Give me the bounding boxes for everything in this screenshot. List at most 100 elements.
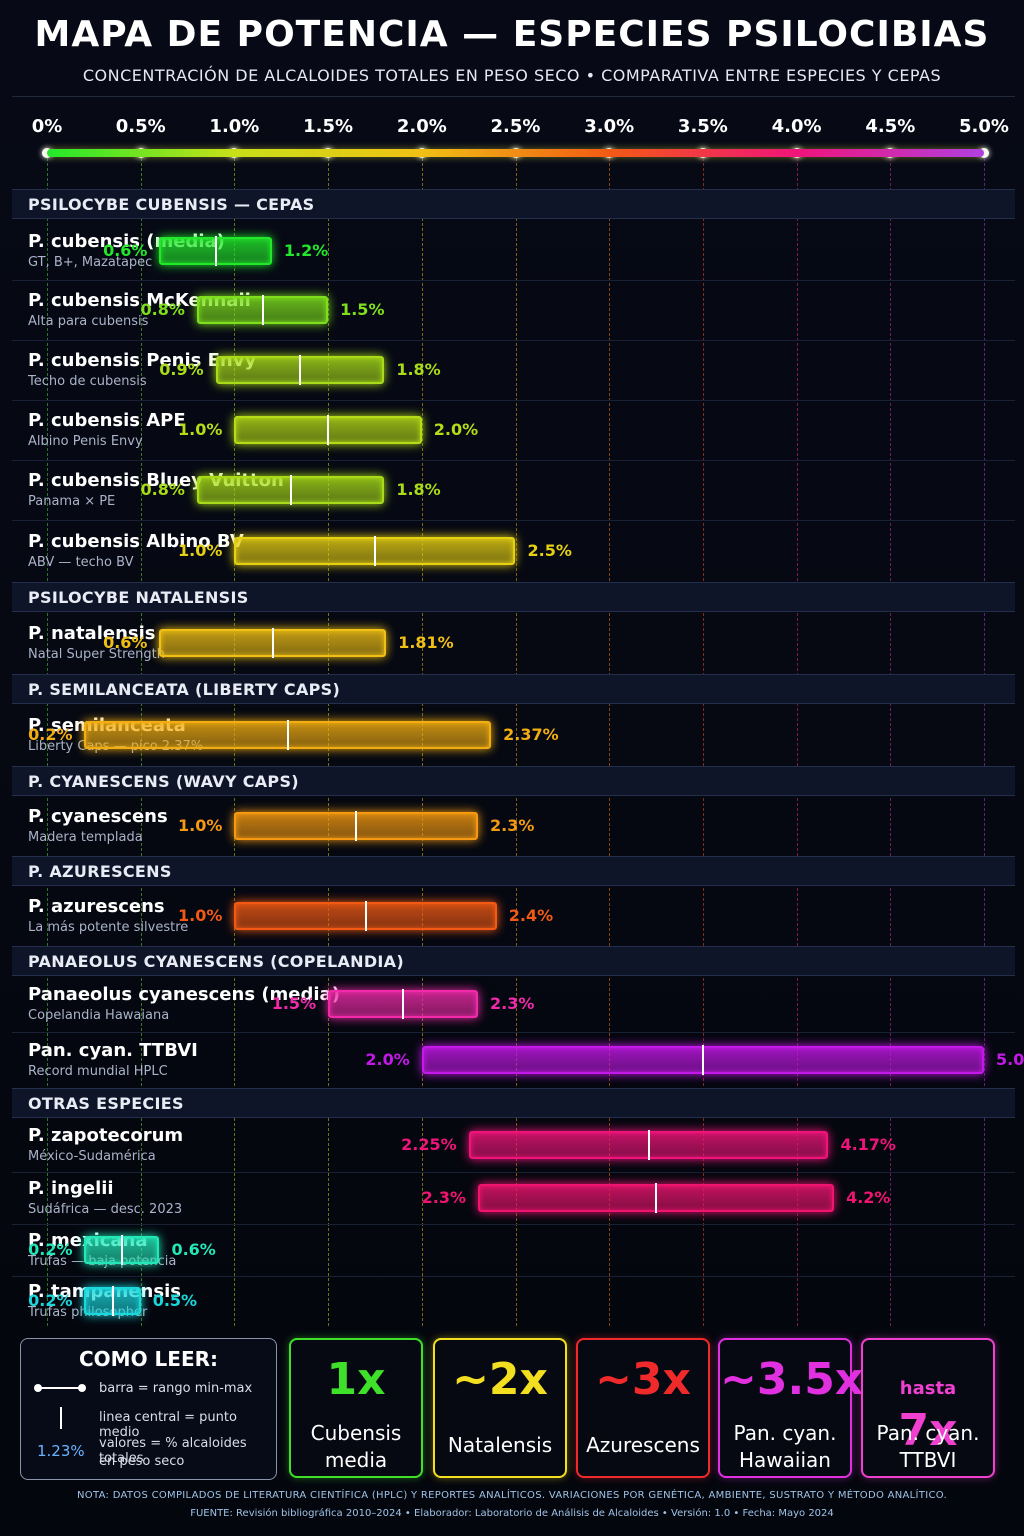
species-name: P. natalensis <box>28 623 156 644</box>
legend-values-text: valores = % alcaloides totales <box>99 1436 247 1466</box>
multiplier-label-line: Pan. cyan. <box>733 1421 837 1445</box>
section-header: PSILOCYBE NATALENSIS <box>12 582 1015 612</box>
section-header: PANAEOLUS CYANESCENS (COPELANDIA) <box>12 946 1015 976</box>
axis-gridline <box>984 158 985 1326</box>
species-subtitle: Albino Penis Envy <box>28 434 143 449</box>
species-subtitle: ABV — techo BV <box>28 555 134 570</box>
header-divider <box>12 96 1015 97</box>
species-name: P. cubensis Penis Envy <box>28 350 257 371</box>
species-subtitle: GT, B+, Mazatapec <box>28 255 153 270</box>
axis-tick-label: 5.0% <box>959 116 1009 137</box>
axis-tick-label: 4.5% <box>865 116 916 137</box>
max-value-label: 1.5% <box>340 300 385 319</box>
species-subtitle: Techo de cubensis <box>28 374 147 389</box>
midpoint-line <box>364 901 367 931</box>
multiplier-value: ~3x <box>595 1354 691 1405</box>
axis-tick-label: 3.5% <box>677 116 728 137</box>
species-name: Panaeolus cyanescens (media) <box>28 984 340 1005</box>
max-value-label: 2.3% <box>490 994 535 1013</box>
midpoint-line <box>701 1045 704 1075</box>
axis-tick-label: 1.0% <box>209 116 260 137</box>
min-value-label: 0.8% <box>140 480 185 499</box>
multiplier-card: ~3.5x Pan. cyan. Hawaiian <box>718 1338 864 1478</box>
legend-bar-text: barra = rango min-max <box>99 1381 253 1396</box>
axis-tick-label: 2.0% <box>396 116 447 137</box>
footer-note: NOTA: DATOS COMPILADOS DE LITERATURA CIE… <box>77 1490 947 1501</box>
min-value-label: 0.9% <box>159 360 204 379</box>
multiplier-value: ~3.5x <box>720 1354 864 1405</box>
min-value-label: 1.0% <box>178 906 223 925</box>
midpoint-line <box>120 1235 123 1265</box>
potency-scale-bar <box>47 149 984 157</box>
species-subtitle: Natal Super Strength <box>28 647 165 662</box>
multiplier-card: ~3x Azurescens <box>576 1338 710 1478</box>
section-header: P. SEMILANCEATA (LIBERTY CAPS) <box>12 674 1015 704</box>
multiplier-label: Pan. cyan. TTBVI <box>863 1420 993 1474</box>
multiplier-label: Cubensis media <box>291 1420 421 1474</box>
min-value-label: 1.0% <box>178 541 223 560</box>
row-divider <box>12 460 1015 461</box>
midpoint-line <box>214 236 217 266</box>
axis-tick-label: 2.5% <box>490 116 541 137</box>
species-name: P. cubensis Albino BV <box>28 531 244 552</box>
min-value-label: 0.2% <box>28 1291 73 1310</box>
multiplier-card: 1x Cubensis media <box>289 1338 423 1478</box>
max-value-label: 1.8% <box>396 480 441 499</box>
species-subtitle: La más potente silvestre <box>28 920 189 935</box>
multiplier-card: hasta 7x Pan. cyan. TTBVI <box>861 1338 995 1478</box>
min-value-label: 1.5% <box>271 994 317 1013</box>
legend-title: COMO LEER: <box>78 1347 218 1371</box>
section-title: P. CYANESCENS (WAVY CAPS) <box>28 772 299 791</box>
min-value-label: 2.0% <box>365 1050 410 1069</box>
row-divider <box>12 340 1015 341</box>
midpoint-line <box>271 628 274 658</box>
max-value-label: 0.5% <box>152 1291 198 1310</box>
multiplier-label-line: Cubensis <box>310 1421 402 1445</box>
species-name: P. cubensis APE <box>28 410 186 431</box>
max-value-label: 1.2% <box>283 241 329 260</box>
multiplier-value: ~2x <box>452 1354 548 1405</box>
multiplier-label-line: Pan. cyan. <box>876 1421 980 1445</box>
axis-gridline <box>47 158 48 1326</box>
axis-tick-label: 3.0% <box>584 116 635 137</box>
midpoint-line <box>261 295 264 325</box>
midpoint-line <box>373 536 376 566</box>
min-value-label: 0.6% <box>103 633 148 652</box>
row-divider <box>12 280 1015 281</box>
chart-subtitle: CONCENTRACIÓN DE ALCALOIDES TOTALES EN P… <box>82 66 942 85</box>
max-value-label: 5.0% <box>996 1050 1024 1069</box>
species-subtitle: Madera templada <box>28 830 143 845</box>
species-name: P. ingelii <box>28 1178 114 1199</box>
max-value-label: 4.17% <box>840 1135 896 1154</box>
min-value-label: 0.2% <box>28 725 73 744</box>
min-value-label: 0.8% <box>140 300 185 319</box>
max-value-label: 2.0% <box>433 420 479 439</box>
section-header: P. CYANESCENS (WAVY CAPS) <box>12 766 1015 796</box>
multiplier-label-line: media <box>324 1448 388 1472</box>
species-name: P. cyanescens <box>28 806 168 827</box>
axis-gridline <box>515 158 517 1326</box>
section-title: PSILOCYBE CUBENSIS — CEPAS <box>28 195 315 214</box>
section-header: P. AZURESCENS <box>12 856 1015 886</box>
midpoint-line <box>111 1286 114 1316</box>
chart-title: MAPA DE POTENCIA — ESPECIES PSILOCIBIAS <box>34 14 990 55</box>
multiplier-label-line: Natalensis <box>447 1433 553 1457</box>
section-title: OTRAS ESPECIES <box>28 1094 184 1113</box>
legend-line-text: linea central = punto medio <box>99 1410 237 1440</box>
row-divider <box>12 400 1015 401</box>
min-value-label: 2.25% <box>401 1135 457 1154</box>
max-value-label: 2.3% <box>490 816 535 835</box>
row-divider <box>12 1224 1015 1225</box>
species-name: P. cubensis McKennaii <box>28 290 251 311</box>
footer-source: FUENTE: Revisión bibliográfica 2010–2024… <box>190 1508 834 1519</box>
min-value-label: 2.3% <box>421 1188 467 1207</box>
midpoint-line <box>655 1183 658 1213</box>
row-divider <box>12 520 1015 521</box>
species-subtitle: Record mundial HPLC <box>28 1064 168 1079</box>
midpoint-line <box>289 475 292 505</box>
multiplier-value: 1x <box>326 1354 386 1405</box>
multiplier-label-line: Hawaiian <box>739 1448 831 1472</box>
multiplier-label: Natalensis <box>435 1432 565 1459</box>
axis-tick-label: 1.5% <box>303 116 354 137</box>
